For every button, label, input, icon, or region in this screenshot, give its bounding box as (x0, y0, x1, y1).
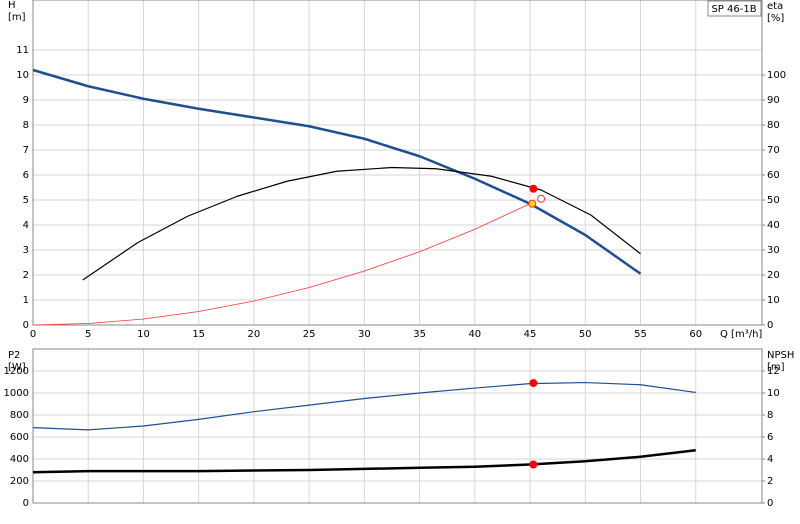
x-tick-label: 0 (30, 329, 36, 340)
y2-tick-label: 90 (767, 95, 780, 106)
y2-tick-label: 80 (767, 120, 780, 131)
curve (32, 203, 531, 326)
y2-tick-label: 12 (767, 366, 780, 377)
x-tick-label: 55 (634, 329, 647, 340)
duty-point (529, 379, 538, 388)
x-tick-label: 15 (192, 329, 205, 340)
y-tick-label: 4 (23, 220, 29, 231)
plot-frame (32, 0, 763, 326)
curve (32, 68, 642, 275)
y-tick-label: 6 (23, 170, 29, 181)
curve (82, 166, 641, 281)
y-axis-unit: [m] (8, 12, 26, 23)
y2-tick-label: 10 (767, 295, 780, 306)
legend-box (707, 0, 762, 17)
y2-tick-label: 8 (767, 410, 773, 421)
x-tick-label: 20 (248, 329, 261, 340)
y2-axis-unit: [%] (767, 13, 784, 24)
y2-axis-label: eta (767, 1, 783, 12)
duty-point (528, 199, 537, 208)
y2-axis-unit: [m] (767, 362, 785, 373)
y-tick-label: 200 (10, 476, 29, 487)
duty-point (529, 460, 538, 469)
y-tick-label: 400 (10, 454, 29, 465)
y-tick-label: 600 (10, 432, 29, 443)
y2-tick-label: 0 (767, 320, 773, 331)
y-axis-label: H (8, 0, 16, 11)
y2-tick-label: 6 (767, 432, 773, 443)
curve (32, 381, 696, 431)
y2-tick-label: 20 (767, 270, 780, 281)
legend-text: SP 46-1B (711, 4, 756, 15)
duty-point (529, 184, 538, 193)
x-tick-label: 5 (85, 329, 91, 340)
x-tick-label: 25 (303, 329, 316, 340)
x-tick-label: 45 (524, 329, 537, 340)
x-axis-label: Q [m³/h] (720, 329, 762, 340)
y-tick-label: 1000 (4, 388, 29, 399)
x-tick-label: 40 (468, 329, 481, 340)
y-tick-label: 800 (10, 410, 29, 421)
duty-point (537, 194, 546, 203)
x-tick-label: 10 (137, 329, 150, 340)
y2-tick-label: 50 (767, 195, 780, 206)
y2-tick-label: 100 (767, 70, 786, 81)
y-tick-label: 5 (23, 195, 29, 206)
x-tick-label: 50 (579, 329, 592, 340)
y-tick-label: 1 (23, 295, 29, 306)
y-axis-label: P2 (8, 350, 20, 361)
y-tick-label: 8 (23, 120, 29, 131)
y2-tick-label: 30 (767, 245, 780, 256)
y-tick-label: 10 (16, 70, 29, 81)
y-tick-label: 3 (23, 245, 29, 256)
y-tick-label: 7 (23, 145, 29, 156)
y2-axis-label: NPSH (767, 350, 794, 361)
y2-tick-label: 60 (767, 170, 780, 181)
y-tick-label: 2 (23, 270, 29, 281)
y-tick-label: 9 (23, 95, 29, 106)
y2-tick-label: 0 (767, 498, 773, 509)
y2-tick-label: 40 (767, 220, 780, 231)
x-tick-label: 30 (358, 329, 371, 340)
x-tick-label: 60 (689, 329, 702, 340)
y-axis-unit: [W] (8, 362, 26, 373)
y-tick-label: 0 (23, 498, 29, 509)
y-tick-label: 0 (23, 320, 29, 331)
y-tick-label: 11 (16, 45, 29, 56)
curve (32, 448, 696, 474)
x-tick-label: 35 (413, 329, 426, 340)
y2-tick-label: 4 (767, 454, 773, 465)
y-tick-label: 1200 (4, 366, 29, 377)
plot-frame (32, 348, 763, 504)
y2-tick-label: 2 (767, 476, 773, 487)
y2-tick-label: 10 (767, 388, 780, 399)
y2-tick-label: 70 (767, 145, 780, 156)
